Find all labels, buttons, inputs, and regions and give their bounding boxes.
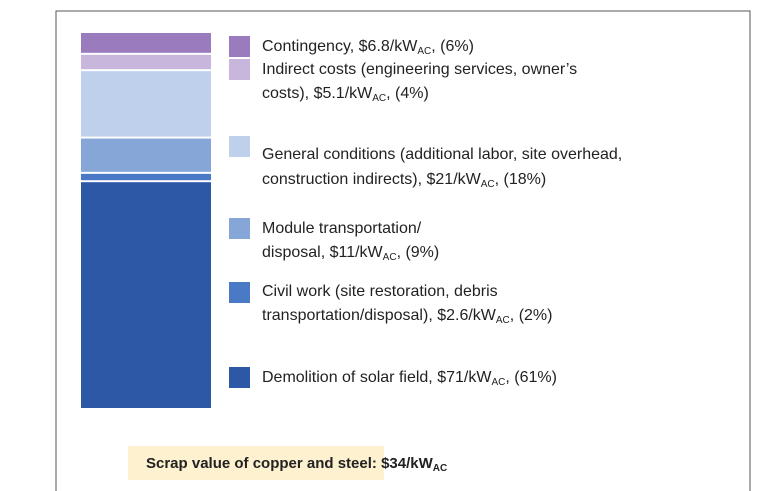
text-part: costs), $5.1/kW xyxy=(262,85,373,102)
legend-swatch xyxy=(229,36,250,57)
text-part: construction indirects), $21/kW xyxy=(262,171,482,188)
bar-segment xyxy=(81,173,211,181)
text-part: , (9%) xyxy=(397,244,440,261)
legend-swatch xyxy=(229,218,250,239)
text-part: Demolition of solar field, $71/kW xyxy=(262,369,492,386)
legend-swatch xyxy=(229,59,250,80)
legend-swatch xyxy=(229,136,250,157)
bar-segment xyxy=(81,138,211,172)
subscript: AC xyxy=(383,252,397,263)
svg-text:Scrap value of copper and stee: Scrap value of copper and steel: $34/kWA… xyxy=(146,455,447,474)
text-part: General conditions (additional labor, si… xyxy=(262,146,622,163)
legend-label: Indirect costs (engineering services, ow… xyxy=(262,61,577,78)
subscript: AC xyxy=(417,46,431,57)
subscript: AC xyxy=(491,377,505,388)
footnote-box xyxy=(128,446,384,480)
text-part: Civil work (site restoration, debris xyxy=(262,283,498,300)
subscript: AC xyxy=(481,179,495,190)
text-part: Module transportation/ xyxy=(262,220,422,237)
footnote: Scrap value of copper and steel: $34/kWA… xyxy=(146,455,447,474)
text-part: , (61%) xyxy=(505,369,557,386)
legend-label: Contingency, $6.8/kWAC, (6%) xyxy=(262,38,474,56)
legend-label: General conditions (additional labor, si… xyxy=(262,146,622,163)
bar-segment xyxy=(81,54,211,70)
text-part: disposal, $11/kW xyxy=(262,244,384,261)
frame xyxy=(55,10,751,491)
bar-segment xyxy=(81,33,211,53)
text-part: Contingency, $6.8/kW xyxy=(262,38,418,55)
subscript: AC xyxy=(372,93,386,104)
bar-segment xyxy=(81,71,211,137)
text-part: , (6%) xyxy=(431,38,474,55)
subscript: AC xyxy=(496,315,510,326)
text-part: , (4%) xyxy=(386,85,429,102)
text-part: transportation/disposal), $2.6/kW xyxy=(262,307,497,324)
legend-label: Civil work (site restoration, debris xyxy=(262,283,498,300)
legend-swatch xyxy=(229,367,250,388)
text-part: Indirect costs (engineering services, ow… xyxy=(262,61,577,78)
legend-label: costs), $5.1/kWAC, (4%) xyxy=(262,85,429,103)
text-part: , (2%) xyxy=(510,307,553,324)
legend-label: disposal, $11/kWAC, (9%) xyxy=(262,244,439,262)
legend-label: Module transportation/ xyxy=(262,220,422,237)
text-part: , (18%) xyxy=(495,171,547,188)
legend-label: Demolition of solar field, $71/kWAC, (61… xyxy=(262,369,557,387)
subscript: AC xyxy=(433,463,447,474)
legend-label: construction indirects), $21/kWAC, (18%) xyxy=(262,171,546,189)
bar-segment xyxy=(81,182,211,408)
legend-label: transportation/disposal), $2.6/kWAC, (2%… xyxy=(262,307,552,325)
text-part: Scrap value of copper and steel: $34/kW xyxy=(146,455,434,472)
legend-swatch xyxy=(229,282,250,303)
